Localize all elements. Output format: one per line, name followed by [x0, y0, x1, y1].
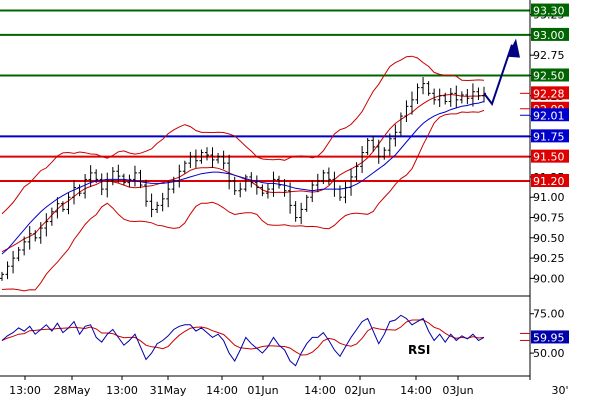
x-tick-label: 31May: [150, 384, 187, 397]
level-lines: [0, 9, 530, 182]
price-badge: [531, 3, 569, 17]
price-badge-label: 91.75: [533, 130, 565, 143]
price-badge-label: 92.01: [533, 109, 565, 122]
rsi-panel: RSI: [1, 314, 485, 367]
price-candles: [0, 77, 486, 281]
price-badge-label: 93.00: [533, 29, 565, 42]
rsi-signal-line: [1, 319, 485, 356]
bollinger-bands: [1, 55, 485, 292]
middle-band: [1, 93, 485, 253]
price-badge: [531, 129, 569, 143]
price-badge-label: 93.30: [533, 5, 565, 18]
x-tick-label: 01Jun: [247, 384, 278, 397]
lower-band: [1, 109, 485, 292]
price-badge: [531, 27, 569, 41]
price-badge-label: 91.50: [533, 151, 565, 164]
moving-average: [1, 101, 485, 255]
rsi-badge-label: 59.95: [533, 331, 565, 344]
price-tick-label: 90.75: [533, 212, 565, 225]
price-labels: 93.3093.0092.5091.7591.5091.2092.2892.09…: [520, 3, 569, 344]
price-badge: [531, 149, 569, 163]
price-badge: [531, 173, 569, 187]
price-badge-label: 92.28: [533, 87, 565, 100]
rsi-line: [1, 314, 485, 367]
x-tick-label: 13:00: [106, 384, 138, 397]
price-badge-label: 91.20: [533, 175, 565, 188]
arrow-path: [483, 44, 513, 106]
time-axis: 13:00 28May 13:00 31May 14:00 01Jun 14:00 02Jun…: [9, 376, 569, 397]
forecast-arrow: [483, 38, 520, 106]
price-tick-label: 90.00: [533, 272, 565, 285]
price-badge: [531, 108, 569, 122]
price-tick-label: 90.25: [533, 252, 565, 265]
x-tick-label: 14:00: [206, 384, 238, 397]
ma-line: [1, 101, 485, 255]
rsi-tick-label: 75.00: [533, 308, 565, 321]
x-tick-label: 13:00: [9, 384, 41, 397]
price-tick-label: 92.75: [533, 49, 565, 62]
rsi-label: RSI: [408, 343, 430, 357]
price-badge-label: 92.50: [533, 69, 565, 82]
upper-band: [1, 55, 485, 215]
rsi-tick-label: 50.00: [533, 347, 565, 360]
price-badge: [531, 86, 569, 100]
rsi-badge: [531, 330, 569, 344]
arrow-head: [507, 38, 520, 58]
x-tick-label: 28May: [54, 384, 91, 397]
x-tick-label: 02Jun: [344, 384, 375, 397]
price-tick-label: 90.50: [533, 232, 565, 245]
x-tick-label: 14:00: [400, 384, 432, 397]
x-tick-label: 03Jun: [442, 384, 473, 397]
x-tick-label: 14:00: [304, 384, 336, 397]
price-badge: [531, 68, 569, 82]
x-unit-label: 30': [551, 384, 568, 397]
price-tick-label: 91.00: [533, 191, 565, 204]
